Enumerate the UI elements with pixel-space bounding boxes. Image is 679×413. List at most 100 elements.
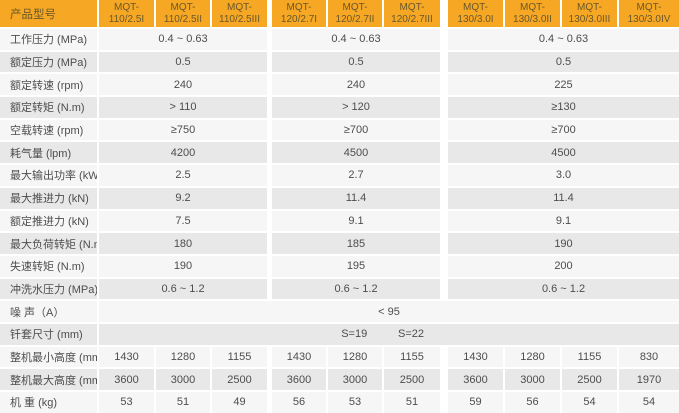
value-cell: ≥750 (99, 119, 267, 141)
row-label: 额定转速 (rpm) (0, 74, 97, 96)
value-cell: 3000 (156, 369, 210, 390)
value-cell: 56 (272, 392, 326, 413)
value-cell: 2500 (562, 369, 617, 390)
table-row: 失速转矩 (N.m) 190 195 200 (0, 255, 679, 277)
value-cell: ≥700 (448, 119, 679, 141)
row-label: 冲洗水压力 (MPa) (0, 278, 97, 300)
table-row: 额定压力 (MPa) 0.5 0.5 0.5 (0, 51, 679, 73)
column-header: MQT- 110/2.5III (212, 0, 267, 27)
table-row: 最大输出功率 (kW) 2.5 2.7 3.0 (0, 165, 679, 186)
value-cell: 2500 (212, 369, 267, 390)
value-cell: 225 (448, 74, 679, 96)
value-cell: 185 (272, 233, 440, 254)
value-cell: 7.5 (99, 210, 267, 232)
value-cell: 1280 (156, 346, 210, 368)
table-row: 整机最大高度 (mm) 3600 3000 2500 3600 3000 2500 3600 3… (0, 369, 679, 390)
value-cell: 1280 (328, 346, 382, 368)
value-cell: 0.5 (448, 51, 679, 73)
value-cell: S=19 S=22 (99, 323, 679, 345)
value-cell: 9.2 (99, 187, 267, 209)
column-header: MQT- 130/3.0III (562, 0, 617, 27)
row-label: 最大负荷转矩 (N.m) (0, 233, 97, 254)
table-row: 空载转速 (rpm) ≥750 ≥700 ≥700 (0, 119, 679, 141)
column-header: MQT- 130/3.0II (505, 0, 560, 27)
row-label: 额定转矩 (N.m) (0, 97, 97, 118)
value-cell: 3000 (505, 369, 560, 390)
value-cell: 0.4 ~ 0.63 (272, 29, 440, 50)
value-cell: 1155 (384, 346, 440, 368)
value-cell: 2.7 (272, 165, 440, 186)
row-label: 空载转速 (rpm) (0, 119, 97, 141)
value-cell: 0.5 (272, 51, 440, 73)
column-header: MQT- 120/2.7III (384, 0, 440, 27)
value-cell: 11.4 (272, 187, 440, 209)
value-cell: 0.5 (99, 51, 267, 73)
value-cell: 195 (272, 255, 440, 277)
value-cell: 1155 (212, 346, 267, 368)
row-label: 耗气量 (lpm) (0, 142, 97, 164)
value-cell: 4500 (272, 142, 440, 164)
value-cell: 59 (448, 392, 503, 413)
value-cell: 0.4 ~ 0.63 (448, 29, 679, 50)
value-cell: 200 (448, 255, 679, 277)
value-cell: 240 (99, 74, 267, 96)
header-row: 产品型号 MQT- 110/2.5I MQT- 110/2.5II MQT- 110… (0, 0, 679, 27)
value-cell: ≥700 (272, 119, 440, 141)
value-cell: 54 (619, 392, 679, 413)
value-cell: 830 (619, 346, 679, 368)
value-cell: 9.1 (272, 210, 440, 232)
value-cell: < 95 (99, 301, 679, 322)
table-row: 冲洗水压力 (MPa) 0.6 ~ 1.2 0.6 ~ 1.2 0.6 ~ 1.2 (0, 278, 679, 300)
value-cell: 240 (272, 74, 440, 96)
header-product-model-label: 产品型号 (0, 0, 97, 27)
column-header: MQT- 130/3.0IV (619, 0, 679, 27)
value-cell: 190 (99, 255, 267, 277)
column-header: MQT- 110/2.5I (99, 0, 154, 27)
table-row: 耗气量 (lpm) 4200 4500 4500 (0, 142, 679, 164)
column-header: MQT- 120/2.7II (328, 0, 382, 27)
value-cell: 1430 (272, 346, 326, 368)
value-cell: 1280 (505, 346, 560, 368)
value-cell: 1155 (562, 346, 617, 368)
row-label: 噪 声（A） (0, 301, 97, 322)
value-cell: 53 (99, 392, 154, 413)
row-label: 机 重 (kg) (0, 392, 97, 413)
value-cell: 11.4 (448, 187, 679, 209)
value-cell: 56 (505, 392, 560, 413)
value-cell: 4500 (448, 142, 679, 164)
value-cell: S=19 (341, 328, 368, 341)
row-label: 工作压力 (MPa) (0, 29, 97, 50)
value-cell: 2.5 (99, 165, 267, 186)
value-cell: 51 (384, 392, 440, 413)
value-cell: 49 (212, 392, 267, 413)
table-row: 额定转速 (rpm) 240 240 225 (0, 74, 679, 96)
row-label: 额定推进力 (kN) (0, 210, 97, 232)
value-cell: 2500 (384, 369, 440, 390)
value-cell: 4200 (99, 142, 267, 164)
value-cell: 54 (562, 392, 617, 413)
value-cell: 3000 (328, 369, 382, 390)
row-label: 整机最小高度 (mm) (0, 346, 97, 368)
column-header: MQT- 120/2.7I (272, 0, 326, 27)
row-label: 失速转矩 (N.m) (0, 255, 97, 277)
table-row: 工作压力 (MPa) 0.4 ~ 0.63 0.4 ~ 0.63 0.4 ~ 0.63 (0, 29, 679, 50)
table-row: 最大负荷转矩 (N.m) 180 185 190 (0, 233, 679, 254)
table-row: 噪 声（A） < 95 (0, 301, 679, 322)
value-cell: 1970 (619, 369, 679, 390)
column-header: MQT- 130/3.0I (448, 0, 503, 27)
table-row: 整机最小高度 (mm) 1430 1280 1155 1430 1280 1155 1430 1… (0, 346, 679, 368)
row-label: 最大输出功率 (kW) (0, 165, 97, 186)
value-cell: > 110 (99, 97, 267, 118)
value-cell: 0.6 ~ 1.2 (272, 278, 440, 300)
value-cell: 53 (328, 392, 382, 413)
value-cell: ≥130 (448, 97, 679, 118)
column-header: MQT- 110/2.5II (156, 0, 210, 27)
table-row: 机 重 (kg) 53 51 49 56 53 51 59 56 54 54 (0, 392, 679, 413)
table-row: 最大推进力 (kN) 9.2 11.4 11.4 (0, 187, 679, 209)
row-label: 钎套尺寸 (mm) (0, 323, 97, 345)
table-row: 额定推进力 (kN) 7.5 9.1 9.1 (0, 210, 679, 232)
value-cell: 3600 (99, 369, 154, 390)
value-cell: 3600 (272, 369, 326, 390)
value-cell: 0.4 ~ 0.63 (99, 29, 267, 50)
